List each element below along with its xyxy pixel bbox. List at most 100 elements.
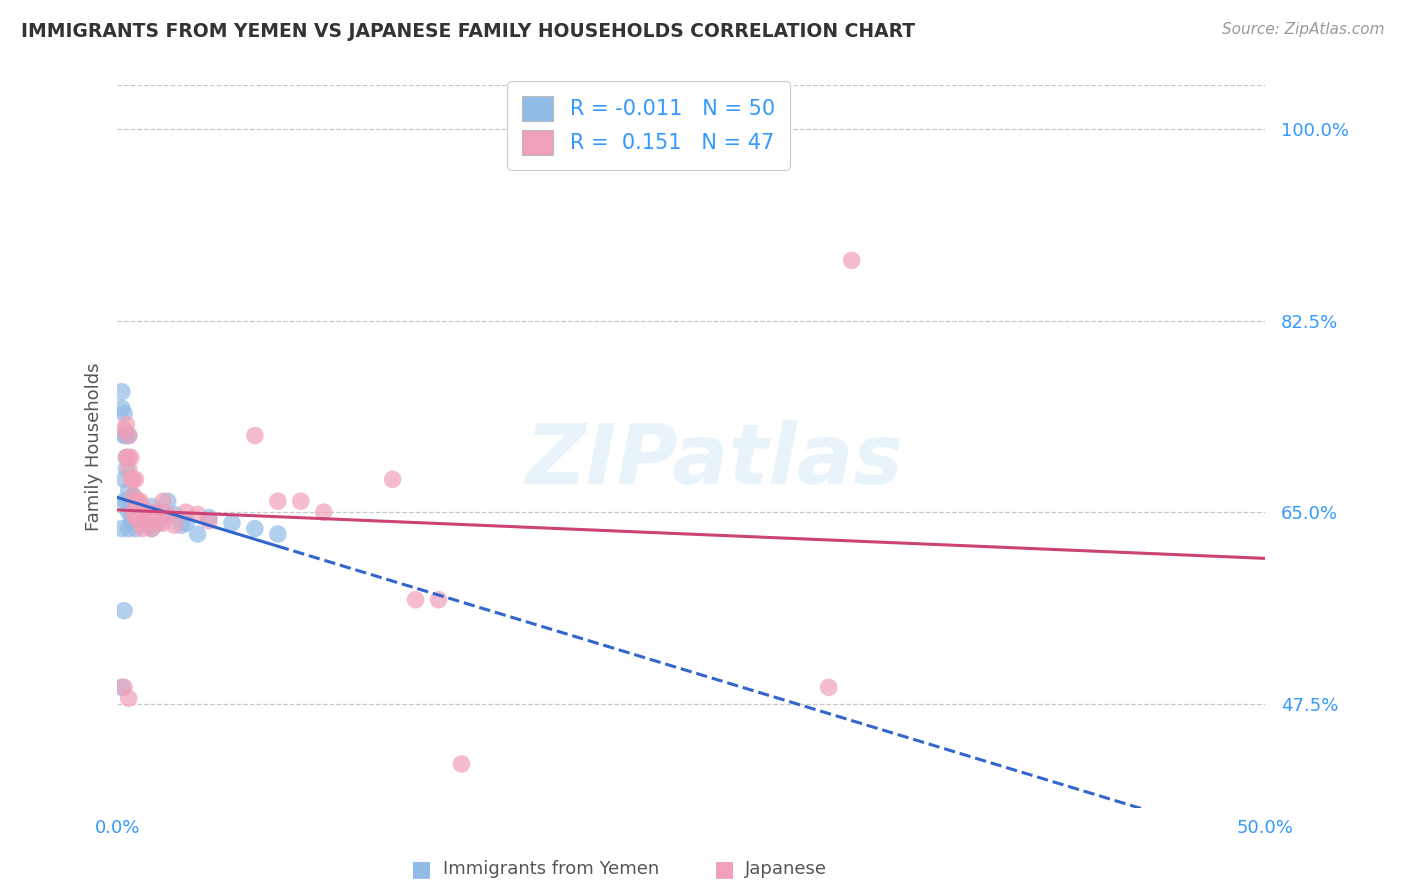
Point <box>145 516 167 530</box>
Text: IMMIGRANTS FROM YEMEN VS JAPANESE FAMILY HOUSEHOLDS CORRELATION CHART: IMMIGRANTS FROM YEMEN VS JAPANESE FAMILY… <box>21 22 915 41</box>
Point <box>145 505 167 519</box>
Point <box>122 472 145 486</box>
Point <box>127 500 149 514</box>
Point <box>112 494 135 508</box>
Point <box>817 681 839 695</box>
Point <box>136 508 159 522</box>
Point <box>112 472 135 486</box>
Point <box>134 516 156 530</box>
Point <box>127 510 149 524</box>
Point <box>141 510 163 524</box>
Text: Immigrants from Yemen: Immigrants from Yemen <box>443 860 659 878</box>
Point <box>267 494 290 508</box>
Point <box>129 516 152 530</box>
Point <box>131 500 153 514</box>
Point <box>124 510 146 524</box>
Text: ZIPatlas: ZIPatlas <box>524 420 903 501</box>
Point <box>115 494 138 508</box>
Point <box>112 423 135 437</box>
Point <box>152 516 174 530</box>
Point <box>131 522 153 536</box>
Point <box>118 483 141 498</box>
Point <box>124 472 146 486</box>
Point <box>129 503 152 517</box>
Point <box>267 527 290 541</box>
Text: ■: ■ <box>412 859 432 879</box>
Point <box>122 500 145 514</box>
Point <box>127 516 149 530</box>
Point <box>149 510 172 524</box>
Point <box>198 514 221 528</box>
Point <box>112 681 135 695</box>
Point <box>163 518 186 533</box>
Point <box>450 756 472 771</box>
Point <box>141 522 163 536</box>
Point <box>129 494 152 508</box>
Point <box>141 522 163 536</box>
Point <box>118 505 141 519</box>
Point <box>221 516 243 530</box>
Point <box>122 516 145 530</box>
Text: Source: ZipAtlas.com: Source: ZipAtlas.com <box>1222 22 1385 37</box>
Point <box>142 508 165 522</box>
Legend: R = -0.011   N = 50, R =  0.151   N = 47: R = -0.011 N = 50, R = 0.151 N = 47 <box>508 81 790 169</box>
Point <box>120 472 142 486</box>
Point <box>115 450 138 465</box>
Point <box>381 472 404 486</box>
Point <box>122 489 145 503</box>
Point <box>163 508 186 522</box>
Point <box>111 522 134 536</box>
Point <box>115 417 138 432</box>
Point <box>115 461 138 475</box>
Text: Japanese: Japanese <box>745 860 827 878</box>
Point <box>127 494 149 508</box>
Point <box>152 505 174 519</box>
Point <box>124 522 146 536</box>
Point <box>120 505 142 519</box>
Point <box>120 450 142 465</box>
Point <box>111 401 134 416</box>
Point <box>122 505 145 519</box>
Point <box>427 592 450 607</box>
Point <box>122 489 145 503</box>
Point <box>841 253 863 268</box>
Point <box>131 510 153 524</box>
Point <box>124 494 146 508</box>
Point <box>148 505 170 519</box>
Point <box>118 428 141 442</box>
Text: ■: ■ <box>714 859 734 879</box>
Y-axis label: Family Households: Family Households <box>86 362 103 531</box>
Point <box>243 522 266 536</box>
Point <box>312 505 335 519</box>
Point <box>118 428 141 442</box>
Point <box>134 508 156 522</box>
Point <box>112 407 135 421</box>
Point <box>290 494 312 508</box>
Point <box>186 508 208 522</box>
Point <box>111 384 134 399</box>
Point <box>118 461 141 475</box>
Point <box>138 518 160 533</box>
Point <box>198 510 221 524</box>
Point <box>124 505 146 519</box>
Point <box>118 691 141 706</box>
Point <box>112 604 135 618</box>
Point <box>243 428 266 442</box>
Point <box>170 518 193 533</box>
Point <box>112 428 135 442</box>
Point <box>138 505 160 519</box>
Point <box>115 450 138 465</box>
Point <box>111 681 134 695</box>
Point <box>129 518 152 533</box>
Point <box>156 508 179 522</box>
Point <box>141 500 163 514</box>
Point <box>118 522 141 536</box>
Point <box>152 494 174 508</box>
Point <box>174 505 197 519</box>
Point <box>120 494 142 508</box>
Point <box>142 508 165 522</box>
Point <box>136 514 159 528</box>
Point <box>156 494 179 508</box>
Point <box>186 527 208 541</box>
Point <box>148 516 170 530</box>
